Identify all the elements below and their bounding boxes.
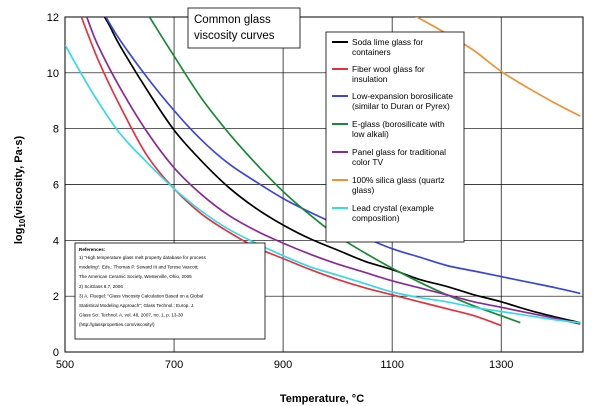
legend-entry-4: low alkali) bbox=[352, 129, 389, 139]
reference-line: Glass Sci. Technol. A, vol. 48, 2007, no… bbox=[79, 313, 184, 318]
legend-entry-2: insulation bbox=[352, 74, 388, 84]
references-box: References: 1) "High temperature glass m… bbox=[74, 242, 266, 340]
plot-frame bbox=[64, 16, 584, 353]
reference-line: 1) "High temperature glass melt property… bbox=[79, 255, 206, 260]
x-tick-label: 1300 bbox=[489, 359, 513, 371]
x-tick-label: 500 bbox=[56, 359, 74, 371]
x-axis-label: Temperature, °C bbox=[280, 393, 364, 405]
references-frame bbox=[74, 242, 266, 340]
y-axis-label-base: 10 bbox=[18, 218, 27, 227]
reference-line: modeling"; Eds.: Thomas P. Seward III an… bbox=[79, 265, 199, 270]
y-tick-labels: 0 2 4 6 8 10 12 bbox=[47, 12, 59, 359]
y-tick-label: 0 bbox=[53, 347, 59, 359]
x-tick-label: 700 bbox=[165, 359, 183, 371]
y-tick-label: 8 bbox=[53, 124, 59, 136]
y-tick-label: 12 bbox=[47, 12, 59, 24]
reference-line: Statistical Modeling Approach"; Glass Te… bbox=[79, 303, 194, 308]
y-axis-label-rest: (viscosity, Pa·s) bbox=[13, 135, 25, 218]
legend-frame bbox=[325, 31, 465, 243]
legend-entry-7: composition) bbox=[352, 213, 400, 223]
legend-entry-7: Lead crystal (example bbox=[352, 203, 434, 213]
y-tick-label: 2 bbox=[53, 291, 59, 303]
series-line-1 bbox=[103, 17, 581, 324]
chart-title-line-1: Common glass bbox=[194, 14, 271, 26]
x-tick-label: 1100 bbox=[380, 359, 404, 371]
series-line-2 bbox=[80, 17, 502, 327]
legend-entry-5: color TV bbox=[352, 157, 383, 167]
reference-line: (http://glassproperties.com/viscosity/) bbox=[79, 322, 155, 327]
reference-line: 3) A. Fluegel: "Glass Viscosity Calculat… bbox=[79, 293, 203, 298]
y-tick-label: 4 bbox=[53, 235, 59, 247]
reference-line: The American Ceramic Society, Westervill… bbox=[79, 274, 192, 279]
legend-entry-5: Panel glass for traditional bbox=[352, 147, 446, 157]
chart-title-box: Common glass viscosity curves bbox=[187, 7, 301, 49]
legend-entry-4: E-glass (borosilicate with bbox=[352, 119, 445, 129]
legend-entry-3: Low-expansion borosilicate bbox=[352, 91, 453, 101]
legend-entry-2: Fiber wool glass for bbox=[352, 64, 425, 74]
references-heading: References: bbox=[79, 247, 106, 252]
series-line-6 bbox=[414, 17, 581, 117]
series-line-7 bbox=[65, 44, 581, 324]
legend-entry-1: containers bbox=[352, 47, 391, 57]
y-axis-label-log: log bbox=[13, 228, 25, 245]
y-tick-label: 10 bbox=[47, 68, 59, 80]
chart-title-line-2: viscosity curves bbox=[194, 30, 275, 42]
x-tick-labels: 500 700 900 1100 1300 bbox=[56, 359, 514, 371]
legend-entry-6: glass) bbox=[352, 185, 375, 195]
legend-entry-6: 100% silica glass (quartz bbox=[352, 175, 445, 185]
series-layer bbox=[65, 17, 581, 327]
reference-line: 2) SciGlass 6.7, 2006 bbox=[79, 284, 123, 289]
chart-title-frame bbox=[187, 7, 301, 49]
y-axis-label: log10(viscosity, Pa·s) bbox=[13, 135, 27, 244]
legend-entry-1: Soda lime glass for bbox=[352, 37, 423, 47]
y-tick-label: 6 bbox=[53, 180, 59, 192]
x-tick-label: 900 bbox=[274, 359, 292, 371]
series-line-5 bbox=[86, 17, 581, 325]
legend-entry-3: (similar to Duran or Pyrex) bbox=[352, 101, 450, 111]
